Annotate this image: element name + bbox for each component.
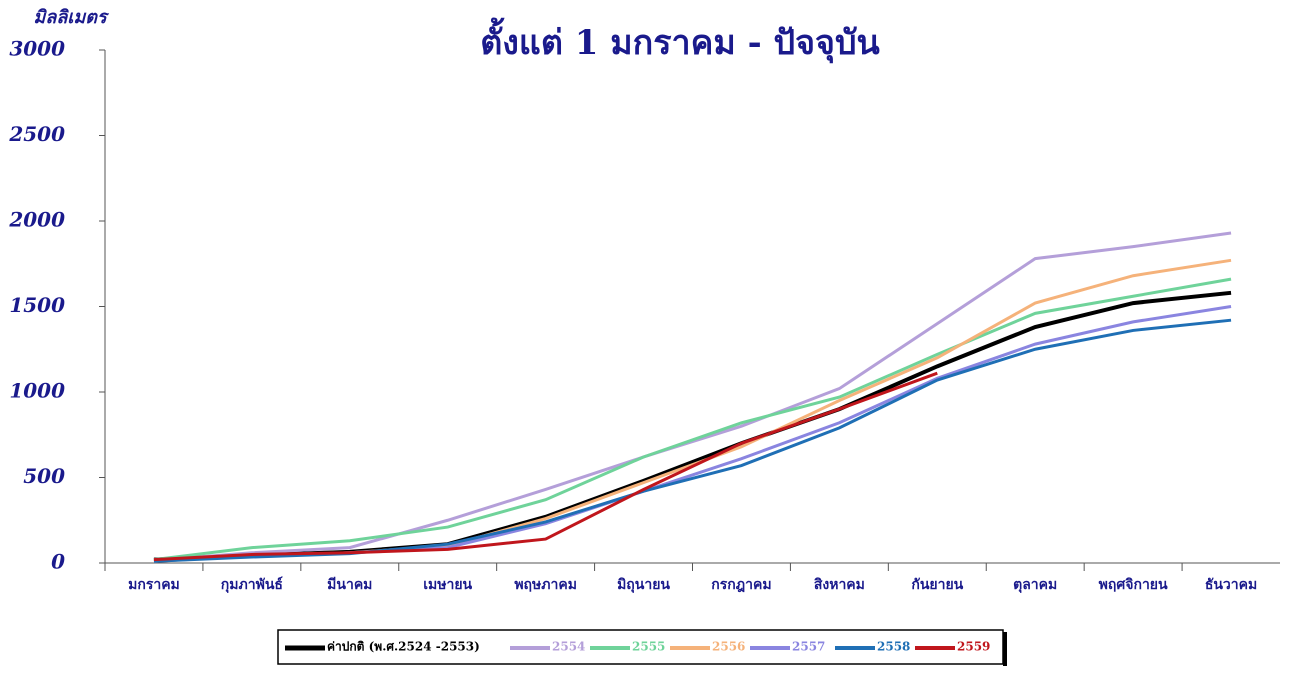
x-tick-label: พฤษภาคม xyxy=(514,577,577,593)
legend-label: 2558 xyxy=(877,640,910,654)
series-line xyxy=(154,293,1231,560)
y-tick-label: 1000 xyxy=(9,379,65,403)
series-line xyxy=(154,233,1231,560)
y-tick-label: 1500 xyxy=(9,293,65,317)
legend-label: 2555 xyxy=(632,640,665,654)
x-tick-label: สิงหาคม xyxy=(813,577,865,593)
y-tick-label: 2000 xyxy=(8,208,65,232)
legend-label: 2556 xyxy=(712,640,745,654)
series-line xyxy=(154,279,1231,559)
legend-label: 2557 xyxy=(792,640,825,654)
x-tick-label: พฤศจิกายน xyxy=(1099,577,1168,593)
x-tick-label: กุมภาพันธ์ xyxy=(221,576,283,593)
x-tick-label: มิถุนายน xyxy=(617,577,670,593)
series-line xyxy=(154,307,1231,562)
x-tick-label: กรกฎาคม xyxy=(711,577,771,593)
y-tick-label: 2500 xyxy=(8,122,65,146)
y-tick-label: 3000 xyxy=(9,37,65,61)
x-tick-label: ตุลาคม xyxy=(1013,577,1057,593)
chart: ตั้งแต่ 1 มกราคม - ปัจจุบัน มิลลิเมตร 0 5… xyxy=(0,0,1302,670)
x-tick-label: มีนาคม xyxy=(327,577,372,593)
y-tick-label: 0 xyxy=(51,550,65,574)
x-tick-label: เมษายน xyxy=(423,577,472,593)
y-tick-label: 500 xyxy=(23,464,65,488)
x-tick-label: มกราคม xyxy=(128,577,180,593)
x-tick-label: ธันวาคม xyxy=(1205,577,1257,593)
legend-label: 2554 xyxy=(552,640,585,654)
y-axis-label: มิลลิเมตร xyxy=(33,7,110,28)
legend-label: ค่าปกติ (พ.ศ.2524 -2553) xyxy=(327,640,480,654)
series-line xyxy=(154,260,1231,561)
x-tick-label: กันยายน xyxy=(911,577,963,593)
legend-label: 2559 xyxy=(957,640,990,654)
chart-title: ตั้งแต่ 1 มกราคม - ปัจจุบัน xyxy=(480,17,880,64)
legend-shadow xyxy=(1003,632,1007,666)
